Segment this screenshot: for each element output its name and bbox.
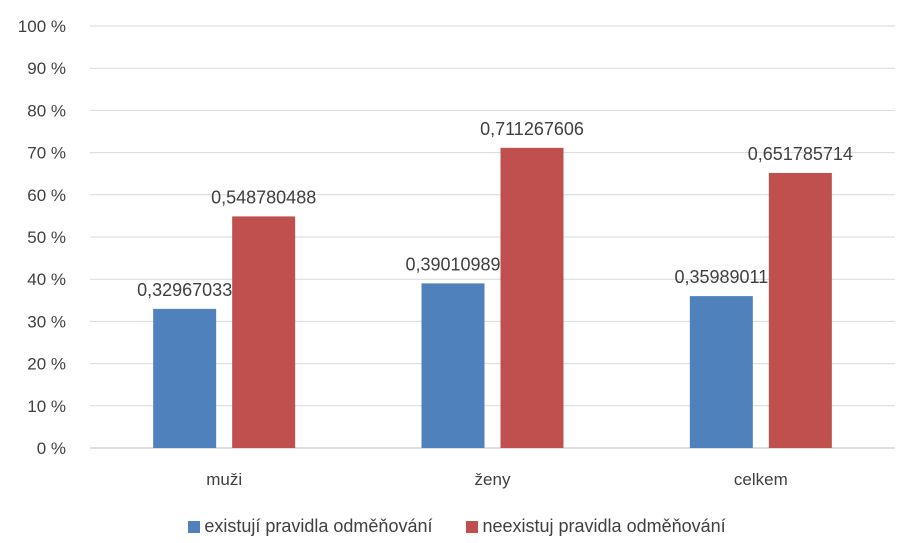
y-tick-label: 60 % <box>27 186 66 205</box>
y-tick-label: 40 % <box>27 270 66 289</box>
y-tick-label: 50 % <box>27 228 66 247</box>
y-tick-label: 100 % <box>18 17 66 36</box>
data-label: 0,32967033 <box>137 280 232 300</box>
legend-item-series-1: existují pravidla odměňování <box>188 516 432 537</box>
bar-1-2 <box>421 283 485 448</box>
bar-2-2 <box>500 147 564 448</box>
data-label: 0,39010989 <box>405 254 500 274</box>
legend-swatch-series-2 <box>466 520 479 533</box>
bar-2-1 <box>232 216 296 448</box>
gridlines <box>90 25 895 449</box>
data-label: 0,711267606 <box>480 119 584 139</box>
data-label: 0,548780488 <box>211 187 316 207</box>
y-tick-label: 20 % <box>27 355 66 374</box>
y-tick-label: 10 % <box>27 397 66 416</box>
data-label: 0,35989011 <box>674 267 768 287</box>
legend-label-series-1: existují pravidla odměňování <box>204 516 433 536</box>
x-tick-label: celkem <box>734 470 788 489</box>
x-tick-label: muži <box>206 470 242 489</box>
bars <box>153 147 832 449</box>
y-tick-label: 80 % <box>27 101 66 120</box>
x-axis: muži ženy celkem <box>206 470 788 489</box>
x-tick-label: ženy <box>475 470 511 489</box>
legend: existují pravidla odměňování neexistuj p… <box>0 516 914 537</box>
data-labels: 0,32967033 0,548780488 0,39010989 0,7112676… <box>137 119 853 300</box>
data-label: 0,651785714 <box>748 144 853 164</box>
legend-swatch-series-1 <box>188 520 201 533</box>
y-tick-label: 90 % <box>27 59 66 78</box>
legend-item-series-2: neexistuj pravidla odměňování <box>466 516 726 537</box>
legend-label-series-2: neexistuj pravidla odměňování <box>482 516 726 536</box>
y-tick-label: 30 % <box>27 312 66 331</box>
bar-1-3 <box>689 296 753 448</box>
y-tick-label: 0 % <box>37 439 66 458</box>
bar-1-1 <box>153 308 217 448</box>
y-axis: 0 % 10 % 20 % 30 % 40 % 50 % 60 % 70 % 80 % 90 % 1… <box>18 17 66 458</box>
bar-2-3 <box>768 172 832 449</box>
y-tick-label: 70 % <box>27 144 66 163</box>
